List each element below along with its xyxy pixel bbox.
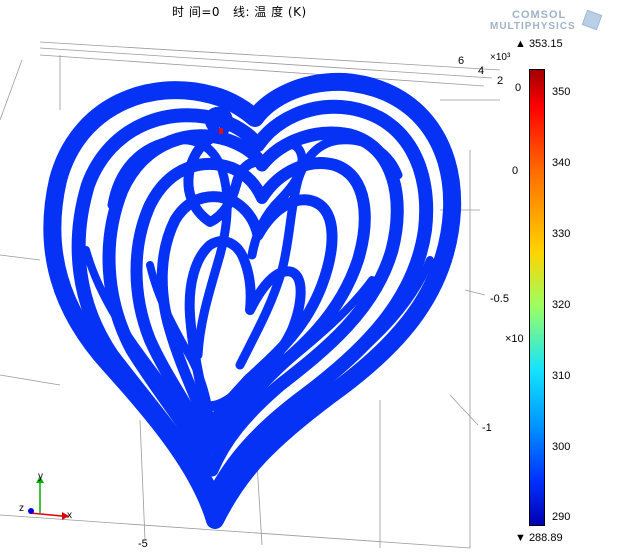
x-tick-neg-5: -5 <box>138 538 148 550</box>
colorbar-tick-330: 330 <box>552 228 571 240</box>
y-tick-neg-0.5: -0.5 <box>490 293 509 305</box>
colorbar-tick-340: 340 <box>552 157 571 169</box>
depth-tick-6: 6 <box>458 55 465 67</box>
y-tick-neg-1: -1 <box>482 422 492 434</box>
colorbar-tick-310: 310 <box>552 370 571 382</box>
y-tick-0-top: 0 <box>515 82 522 94</box>
plot-title: 时 间=0 线: 温 度 (K) <box>172 5 307 19</box>
triad-label-y: y <box>38 471 43 482</box>
heart-curve <box>43 72 462 529</box>
depth-tick-4: 4 <box>478 65 485 77</box>
comsol-logo: COMSOL MULTIPHYSICS <box>488 8 610 38</box>
colorbar-tick-290: 290 <box>552 511 571 523</box>
red-marker <box>219 128 223 134</box>
colorbar-tick-320: 320 <box>552 299 571 311</box>
grid-lines <box>0 41 501 549</box>
y-tick-0: 0 <box>512 165 519 177</box>
logo-text-multiphysics: MULTIPHYSICS <box>490 21 576 32</box>
colorbar-tick-300: 300 <box>552 441 571 453</box>
axis-triad <box>28 476 69 520</box>
depth-tick-2: 2 <box>497 75 504 87</box>
colorbar-min-label: ▼ 288.89 <box>515 532 563 544</box>
colorbar-max-label: ▲ 353.15 <box>515 38 563 50</box>
triad-label-x: x <box>67 510 72 521</box>
y-exponent: ×10 <box>505 333 524 345</box>
depth-exponent: ×10³ <box>490 52 511 63</box>
colorbar <box>529 69 545 526</box>
logo-text-comsol: COMSOL <box>512 9 567 21</box>
triad-label-z: z <box>19 503 24 514</box>
colorbar-tick-350: 350 <box>552 86 571 98</box>
